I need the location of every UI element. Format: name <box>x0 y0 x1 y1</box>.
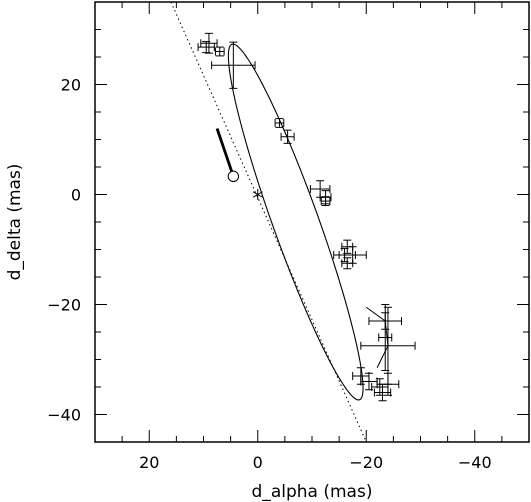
x-tick-label: −40 <box>458 453 492 472</box>
y-tick-label: 20 <box>61 76 81 95</box>
y-tick-label: 0 <box>71 186 81 205</box>
dotted-line <box>170 1 367 443</box>
circle-marker <box>227 170 240 183</box>
data-point <box>373 383 392 402</box>
y-axis-title: d_delta (mas) <box>5 164 25 281</box>
plot-frame <box>94 1 530 443</box>
x-axis-title: d_alpha (mas) <box>252 482 373 502</box>
y-tick-label: −20 <box>47 296 81 315</box>
star-marker <box>252 189 263 200</box>
data-point <box>320 196 331 206</box>
x-tick-label: 0 <box>253 453 263 472</box>
y-tick-label: −40 <box>47 406 81 425</box>
data-point <box>309 180 331 198</box>
chart-marks <box>170 1 416 443</box>
data-point <box>280 129 295 144</box>
data-point <box>341 257 354 270</box>
connector-line <box>365 306 386 322</box>
star-stroke <box>252 191 263 198</box>
data-point <box>274 118 285 128</box>
data-point <box>214 46 225 57</box>
data-point <box>200 32 218 54</box>
data-point <box>197 41 215 54</box>
orbit-ellipse <box>227 43 364 401</box>
connector-line <box>376 345 389 368</box>
x-tick-label: 20 <box>139 453 159 472</box>
x-tick-label: −20 <box>349 453 383 472</box>
axes: 20 0 −20 −40 20 0 −20 −40 <box>47 1 530 472</box>
data-point <box>211 41 256 89</box>
thick-segment <box>215 128 235 177</box>
